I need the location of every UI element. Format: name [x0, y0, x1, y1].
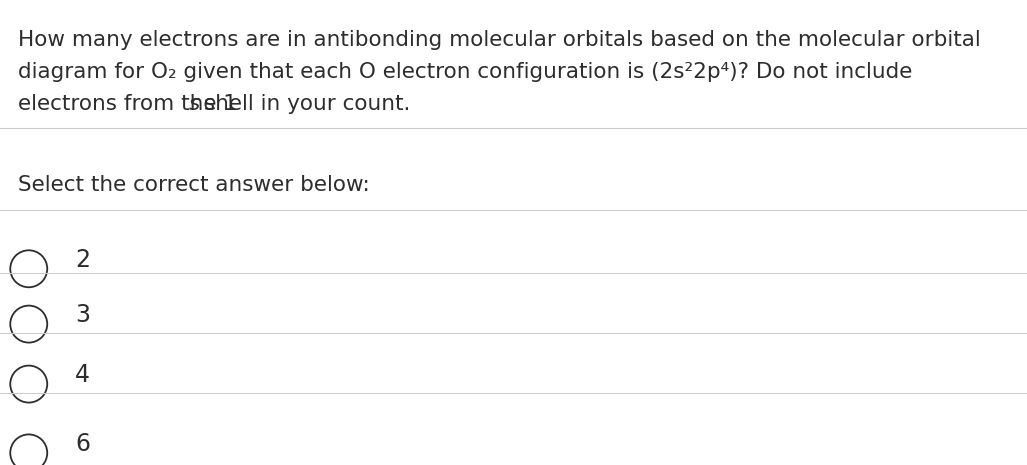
Text: diagram for O₂ given that each O electron configuration is (2s²2p⁴)? Do not incl: diagram for O₂ given that each O electro…: [18, 62, 913, 82]
Text: electrons from the 1: electrons from the 1: [18, 94, 237, 114]
Text: How many electrons are in antibonding molecular orbitals based on the molecular : How many electrons are in antibonding mo…: [18, 30, 981, 50]
Text: Select the correct answer below:: Select the correct answer below:: [18, 175, 371, 195]
Text: 6: 6: [75, 432, 90, 456]
Text: 3: 3: [75, 303, 90, 327]
Text: s: s: [189, 94, 199, 114]
Text: 2: 2: [75, 248, 90, 272]
Text: shell in your count.: shell in your count.: [197, 94, 411, 114]
Text: 4: 4: [75, 363, 90, 387]
